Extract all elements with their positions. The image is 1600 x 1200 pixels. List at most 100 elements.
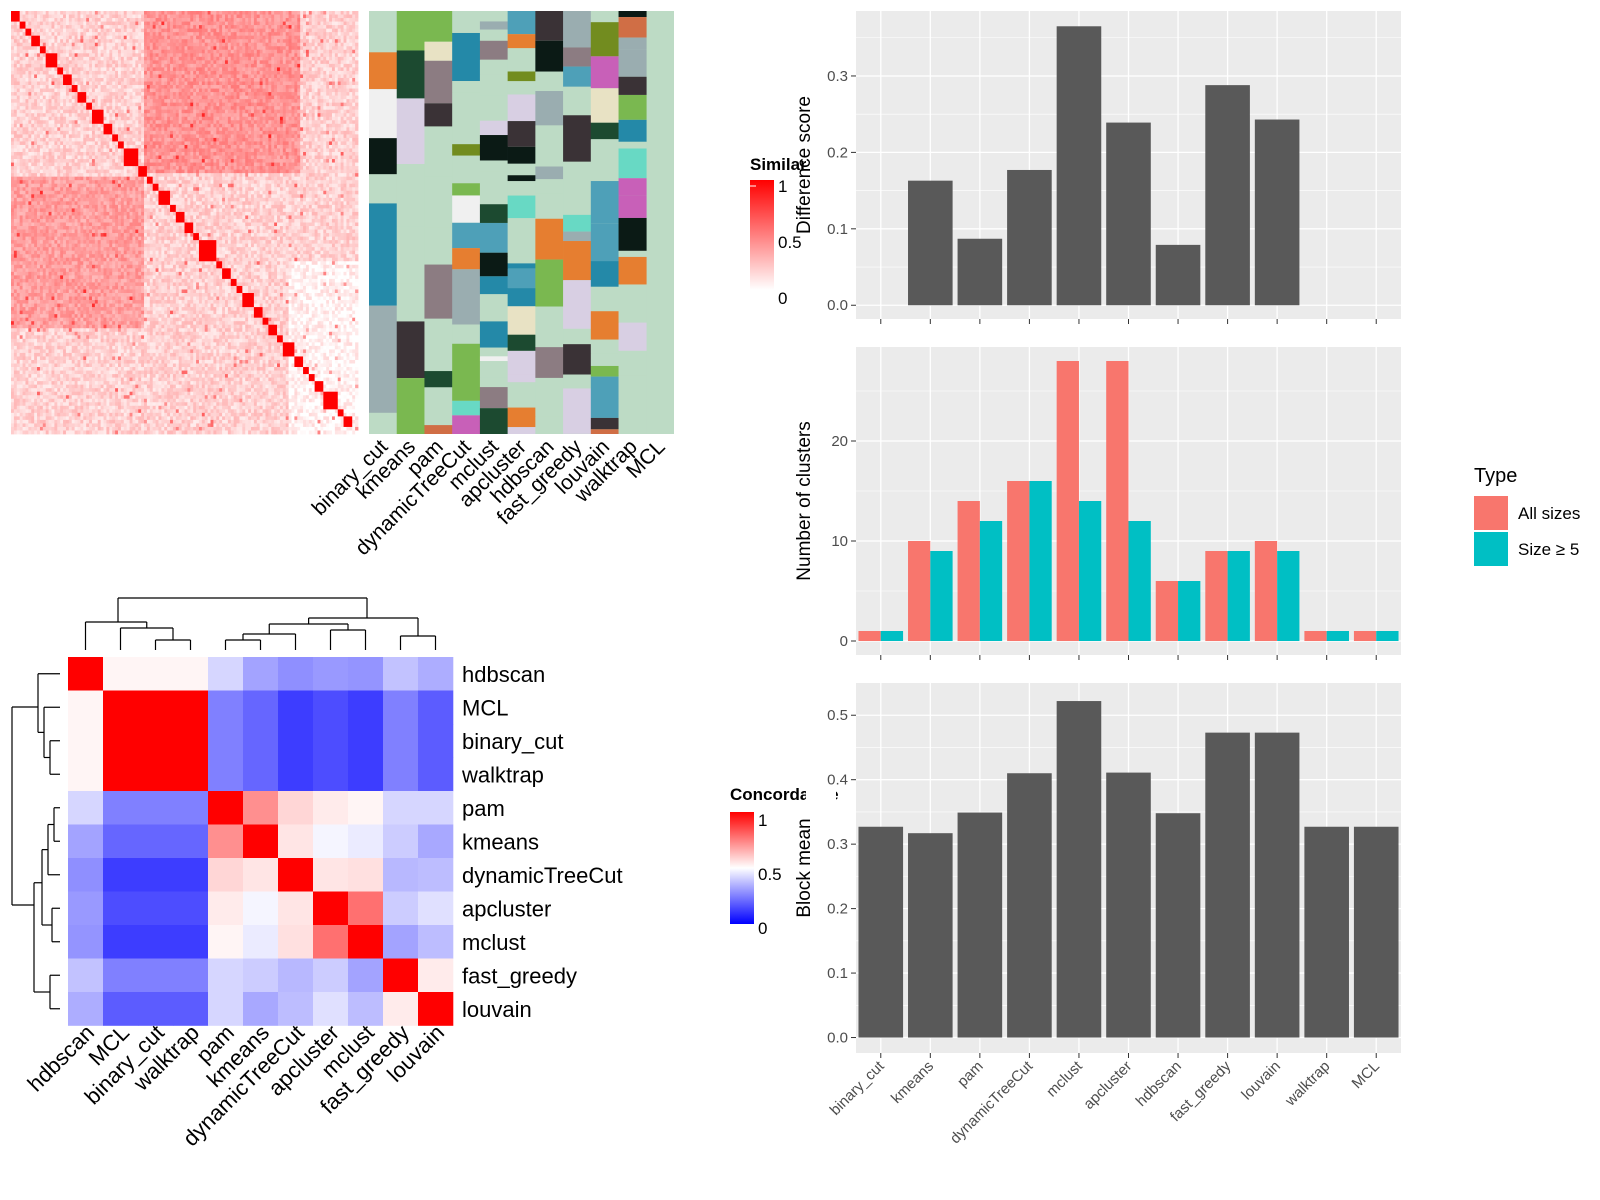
similarity-cell bbox=[11, 130, 15, 135]
similarity-cell bbox=[39, 18, 44, 22]
similarity-cell bbox=[216, 49, 220, 54]
similarity-cell bbox=[172, 141, 177, 146]
similarity-cell bbox=[259, 148, 263, 153]
similarity-cell bbox=[172, 56, 177, 61]
similarity-cell bbox=[91, 25, 96, 30]
similarity-cell bbox=[279, 21, 284, 26]
similarity-cell bbox=[149, 95, 154, 100]
similarity-cell bbox=[141, 116, 145, 121]
similarity-cell bbox=[346, 56, 350, 61]
similarity-cell bbox=[138, 49, 142, 54]
similarity-cell bbox=[239, 120, 243, 125]
similarity-cell bbox=[201, 95, 206, 100]
similarity-cell bbox=[259, 134, 263, 139]
similarity-cell bbox=[251, 148, 255, 153]
similarity-cell bbox=[51, 106, 55, 111]
similarity-cell bbox=[329, 46, 333, 51]
similarity-cell bbox=[282, 67, 287, 72]
similarity-cell bbox=[83, 18, 87, 22]
similarity-cell bbox=[63, 127, 67, 132]
similarity-cell bbox=[91, 56, 96, 61]
similarity-cell bbox=[227, 11, 232, 15]
similarity-cell bbox=[219, 11, 223, 15]
similarity-cell bbox=[340, 74, 344, 79]
similarity-cell bbox=[204, 95, 209, 100]
similarity-cell bbox=[89, 49, 93, 54]
similarity-cell bbox=[37, 134, 41, 139]
similarity-cell bbox=[54, 155, 58, 160]
similarity-cell bbox=[311, 109, 316, 114]
similarity-cell bbox=[285, 74, 289, 79]
similarity-cell bbox=[149, 28, 154, 33]
similarity-cell bbox=[242, 88, 246, 93]
similarity-cell bbox=[106, 134, 110, 139]
similarity-cell bbox=[117, 39, 122, 44]
similarity-cell bbox=[16, 141, 21, 146]
similarity-cell bbox=[184, 70, 188, 75]
similarity-cell bbox=[51, 148, 55, 153]
similarity-cell bbox=[141, 137, 145, 142]
similarity-cell bbox=[117, 14, 122, 19]
similarity-cell bbox=[349, 137, 353, 142]
similarity-cell bbox=[19, 63, 23, 68]
similarity-cell bbox=[251, 74, 255, 79]
similarity-cell bbox=[236, 113, 240, 118]
similarity-cell bbox=[311, 148, 316, 153]
similarity-cell bbox=[262, 134, 266, 139]
similarity-cell bbox=[305, 141, 310, 146]
similarity-cell bbox=[187, 109, 191, 114]
similarity-cell bbox=[323, 11, 327, 15]
similarity-cell bbox=[190, 155, 194, 160]
similarity-cell bbox=[25, 106, 29, 111]
similarity-cell bbox=[323, 39, 327, 44]
similarity-cell bbox=[282, 32, 287, 37]
similarity-cell bbox=[120, 60, 125, 65]
similarity-cell bbox=[13, 106, 18, 111]
similarity-cell bbox=[57, 63, 61, 68]
similarity-cell bbox=[48, 137, 52, 142]
similarity-cell bbox=[311, 70, 316, 75]
similarity-cell bbox=[170, 155, 174, 160]
similarity-cell bbox=[236, 49, 240, 54]
similarity-cell bbox=[282, 88, 287, 93]
similarity-cell bbox=[340, 18, 344, 22]
similarity-cell bbox=[305, 99, 310, 104]
similarity-cell bbox=[146, 116, 151, 121]
similarity-cell bbox=[94, 28, 99, 33]
similarity-cell bbox=[135, 53, 139, 58]
similarity-cell bbox=[236, 141, 240, 146]
similarity-cell bbox=[135, 28, 139, 33]
similarity-cell bbox=[196, 14, 200, 19]
similarity-cell bbox=[89, 35, 93, 40]
similarity-cell bbox=[161, 32, 165, 37]
similarity-cell bbox=[274, 70, 278, 75]
similarity-cell bbox=[204, 85, 209, 89]
similarity-cell bbox=[152, 155, 156, 160]
similarity-cell bbox=[48, 46, 52, 51]
similarity-cell bbox=[219, 25, 223, 30]
similarity-cell bbox=[103, 56, 107, 61]
similarity-cell bbox=[230, 144, 235, 149]
similarity-cell bbox=[161, 102, 165, 107]
similarity-cell bbox=[164, 120, 168, 125]
similarity-cell bbox=[294, 95, 298, 100]
similarity-cell bbox=[297, 74, 301, 79]
similarity-cell bbox=[45, 74, 49, 79]
similarity-cell bbox=[94, 25, 99, 30]
similarity-cell bbox=[334, 46, 339, 51]
similarity-cell bbox=[236, 70, 240, 75]
similarity-cell bbox=[120, 152, 125, 156]
similarity-cell bbox=[51, 74, 55, 79]
similarity-cell bbox=[83, 116, 87, 121]
similarity-cell bbox=[112, 113, 116, 118]
similarity-cell bbox=[297, 95, 301, 100]
similarity-cell bbox=[340, 53, 344, 58]
similarity-cell bbox=[129, 92, 133, 96]
similarity-cell bbox=[343, 141, 347, 146]
similarity-cell bbox=[288, 14, 292, 19]
similarity-cell bbox=[297, 60, 301, 65]
similarity-cell bbox=[112, 49, 116, 54]
similarity-cell bbox=[253, 127, 258, 132]
similarity-cell bbox=[112, 148, 116, 153]
similarity-cell bbox=[219, 70, 223, 75]
